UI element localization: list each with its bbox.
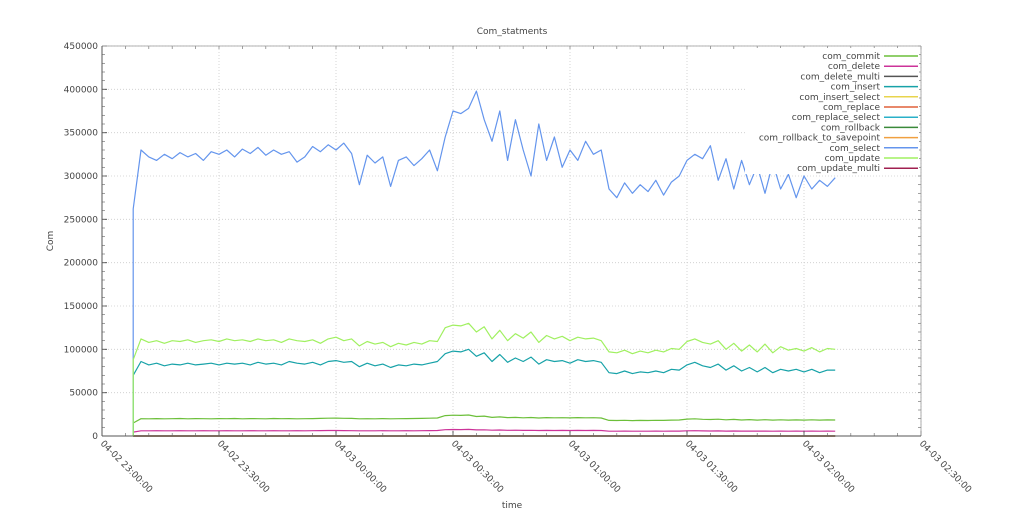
x-tick-label: 04-02 23:00:00 <box>98 439 154 495</box>
legend-label: com_rollback_to_savepoint <box>759 134 881 144</box>
x-tick-label: 04-02 23:30:00 <box>215 439 271 495</box>
legend: com_commitcom_deletecom_delete_multicom_… <box>745 48 919 174</box>
legend-label: com_commit <box>822 52 880 62</box>
y-tick-label: 250000 <box>64 215 99 225</box>
legend-label: com_insert_select <box>799 93 880 103</box>
x-tick-label: 04-03 00:30:00 <box>449 439 505 495</box>
legend-label: com_delete <box>828 62 881 72</box>
legend-label: com_delete_multi <box>800 72 880 82</box>
y-tick-label: 100000 <box>64 345 99 355</box>
legend-label: com_rollback <box>821 123 881 133</box>
series-lines <box>132 90 836 437</box>
y-tick-label: 300000 <box>64 172 99 182</box>
legend-label: com_replace <box>823 103 880 113</box>
y-tick-label: 400000 <box>64 85 99 95</box>
y-tick-label: 450000 <box>64 42 99 52</box>
x-tick-label: 04-03 01:00:00 <box>566 439 622 495</box>
legend-label: com_update_multi <box>797 164 880 174</box>
legend-label: com_insert <box>831 83 881 93</box>
legend-background <box>745 48 919 174</box>
series-line-com-delete <box>132 428 836 436</box>
legend-label: com_update <box>825 154 881 164</box>
legend-label: com_select <box>830 144 881 154</box>
series-line-com-update <box>132 322 836 436</box>
y-tick-label: 150000 <box>64 302 99 312</box>
x-axis-label: time <box>502 501 523 511</box>
y-tick-label: 50000 <box>69 389 98 399</box>
y-tick-label: 0 <box>92 432 98 442</box>
x-tick-label: 04-03 02:30:00 <box>917 439 973 495</box>
x-tick-label: 04-03 01:30:00 <box>683 439 739 495</box>
x-tick-label: 04-03 02:00:00 <box>800 439 856 495</box>
legend-label: com_replace_select <box>792 113 881 123</box>
chart-title: Com_statments <box>477 27 548 37</box>
y-tick-label: 350000 <box>64 129 99 139</box>
y-tick-label: 200000 <box>64 259 99 269</box>
series-line-com-commit <box>132 414 836 436</box>
series-line-com-select <box>132 90 836 436</box>
series-line-com-insert <box>132 348 836 436</box>
y-axis-label: Com <box>46 231 56 252</box>
x-tick-label: 04-03 00:00:00 <box>332 439 388 495</box>
